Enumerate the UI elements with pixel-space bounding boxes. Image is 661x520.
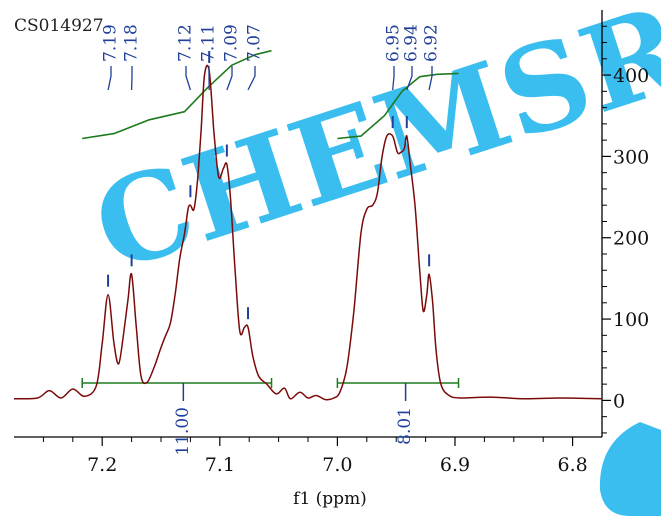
y-tick-label: 100 xyxy=(613,309,649,331)
peak-label: 6.95 xyxy=(384,24,404,62)
peak-label: 7.09 xyxy=(222,24,242,62)
y-tick-label: 400 xyxy=(613,65,649,87)
x-tick-label: 7.1 xyxy=(205,454,235,476)
watermark-fragment xyxy=(600,422,661,516)
peak-leader xyxy=(186,66,190,90)
peak-leader xyxy=(108,66,111,90)
sample-id-label: CS014927 xyxy=(14,16,104,36)
y-tick-label: 200 xyxy=(613,228,649,250)
peak-label: 7.07 xyxy=(245,24,265,62)
watermark-text: CHEMSRC xyxy=(78,0,661,298)
x-tick-label: 6.8 xyxy=(557,454,587,476)
peak-leader xyxy=(248,66,255,90)
x-tick-label: 7.2 xyxy=(87,454,117,476)
watermark: CHEMSRC xyxy=(78,0,661,516)
peak-label: 6.94 xyxy=(402,24,422,62)
peak-label: 7.11 xyxy=(199,24,219,62)
y-tick-label: 300 xyxy=(613,146,649,168)
x-axis-title: f1 (ppm) xyxy=(293,489,367,509)
integral-value-label: 11.00 xyxy=(173,407,193,456)
integral-value-label: 8.01 xyxy=(395,407,415,445)
peak-label: 7.18 xyxy=(122,24,142,62)
x-tick-label: 7.0 xyxy=(322,454,352,476)
x-tick-label: 6.9 xyxy=(440,454,470,476)
peak-label: 7.12 xyxy=(176,24,196,62)
peak-label: 6.92 xyxy=(422,24,442,62)
y-tick-label: 0 xyxy=(613,390,625,412)
